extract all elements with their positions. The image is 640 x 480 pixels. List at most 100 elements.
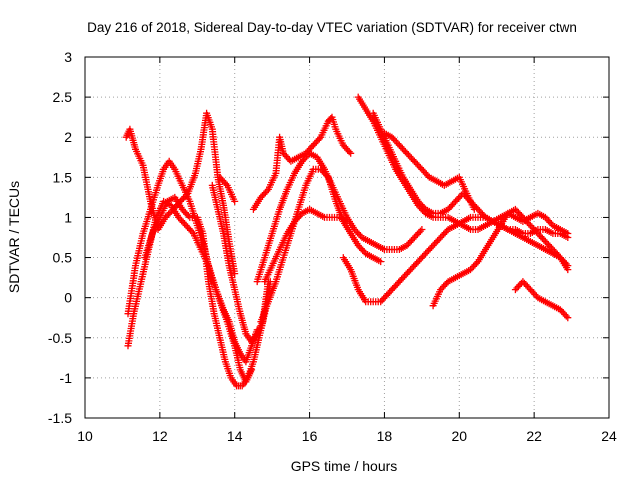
data-point: [525, 220, 533, 228]
data-point: [323, 172, 331, 180]
data-point: [532, 228, 540, 236]
data-point: [404, 151, 412, 159]
data-point: [564, 230, 572, 237]
data-point: [407, 266, 415, 274]
data-point: [417, 201, 425, 209]
data-point: [355, 230, 363, 238]
data-point: [541, 213, 549, 221]
plot-border: [84, 56, 610, 419]
data-point: [282, 153, 290, 160]
data-point: [406, 153, 414, 160]
data-point: [549, 246, 557, 253]
data-point: [321, 170, 329, 178]
data-point: [418, 165, 426, 173]
data-point: [562, 312, 570, 320]
data-point: [284, 154, 292, 162]
data-point: [477, 209, 485, 217]
data-point: [526, 222, 534, 229]
data-point: [410, 234, 418, 241]
data-point: [315, 135, 323, 143]
data-point: [561, 311, 569, 318]
data-point: [441, 229, 449, 237]
data-point: [470, 205, 478, 213]
data-point: [182, 222, 190, 229]
data-point: [416, 227, 424, 235]
data-point: [318, 167, 326, 175]
x-tick-label: 16: [302, 428, 318, 444]
data-point: [556, 306, 564, 314]
data-point: [216, 173, 224, 181]
grid-lines: [85, 57, 609, 418]
data-point: [544, 217, 552, 225]
data-point: [166, 209, 174, 217]
series-track-12: [354, 93, 572, 237]
data-point: [317, 165, 325, 173]
series-track-7: [249, 113, 355, 213]
series-track-15: [429, 205, 572, 310]
data-point: [231, 270, 239, 278]
data-point: [404, 269, 412, 277]
data-point: [435, 235, 443, 243]
data-point: [352, 227, 360, 235]
data-point: [344, 146, 352, 154]
data-point: [429, 242, 437, 249]
data-point: [414, 197, 422, 205]
data-point: [413, 230, 421, 238]
data-point: [399, 274, 407, 282]
data-point: [523, 218, 531, 226]
data-point: [309, 141, 317, 149]
data-point: [181, 209, 189, 217]
data-point: [529, 225, 537, 233]
data-point: [523, 282, 531, 290]
data-point: [408, 264, 416, 272]
data-point: [263, 187, 271, 195]
data-point: [381, 293, 389, 301]
data-point: [544, 241, 552, 249]
data-point: [531, 226, 539, 234]
data-point: [295, 213, 303, 221]
data-point: [522, 217, 530, 225]
series-track-6: [216, 173, 239, 205]
data-point: [380, 295, 388, 302]
data-point: [339, 141, 347, 149]
data-point: [546, 218, 554, 226]
data-point: [188, 228, 196, 236]
data-point: [410, 157, 418, 165]
data-point: [409, 235, 417, 243]
data-point: [473, 259, 480, 267]
data-point: [406, 238, 414, 246]
data-point: [415, 229, 423, 237]
y-tick-label: 0: [64, 290, 72, 306]
data-point: [404, 240, 412, 248]
data-point: [378, 296, 386, 304]
x-axis-label: GPS time / hours: [291, 458, 398, 474]
data-point: [426, 245, 434, 253]
data-point: [414, 258, 422, 266]
data-point: [519, 278, 527, 286]
data-point: [298, 157, 306, 165]
y-tick-label: 2: [64, 129, 72, 145]
x-tick-label: 10: [77, 428, 93, 444]
data-point: [398, 145, 406, 152]
data-point: [311, 140, 319, 148]
data-point: [389, 135, 397, 143]
y-tick-label: -0.5: [48, 330, 72, 346]
data-point: [389, 285, 397, 293]
data-point: [391, 136, 399, 144]
data-point: [258, 192, 266, 200]
data-point: [180, 207, 188, 215]
data-point: [441, 281, 449, 289]
data-point: [257, 193, 265, 201]
data-point: [428, 243, 436, 251]
data-point: [559, 309, 567, 317]
data-point: [419, 202, 427, 210]
data-point: [516, 281, 524, 289]
data-point: [425, 246, 433, 254]
data-point: [564, 266, 572, 274]
data-point: [511, 286, 519, 294]
data-point: [384, 290, 392, 298]
data-point: [437, 286, 445, 294]
data-point: [415, 162, 423, 170]
data-point: [163, 212, 171, 220]
